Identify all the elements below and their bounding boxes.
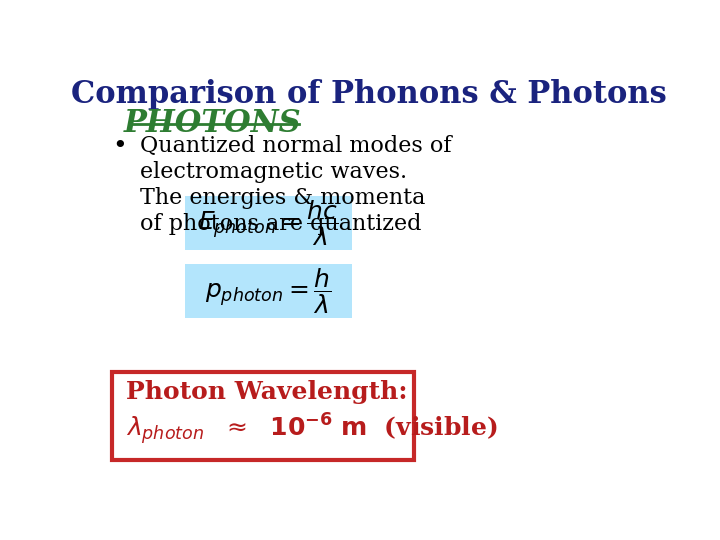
Text: Quantized normal modes of: Quantized normal modes of — [140, 136, 451, 158]
Text: electromagnetic waves.: electromagnetic waves. — [140, 161, 408, 183]
Text: Comparison of Phonons & Photons: Comparison of Phonons & Photons — [71, 79, 667, 110]
Text: The energies & momenta: The energies & momenta — [140, 187, 426, 209]
Text: Photon Wavelength:: Photon Wavelength: — [126, 380, 408, 404]
Text: •: • — [112, 136, 127, 158]
FancyBboxPatch shape — [185, 265, 352, 319]
Text: of photons are quantized: of photons are quantized — [140, 213, 422, 235]
FancyBboxPatch shape — [112, 373, 414, 460]
FancyBboxPatch shape — [185, 196, 352, 250]
Text: PHOTONS: PHOTONS — [124, 109, 302, 139]
Text: $E_{photon} = \dfrac{hc}{\lambda}$: $E_{photon} = \dfrac{hc}{\lambda}$ — [199, 198, 338, 248]
Text: $\lambda_{photon}$  $\approx$  $\mathbf{10^{-6}\ m}$  (visible): $\lambda_{photon}$ $\approx$ $\mathbf{10… — [126, 411, 498, 447]
Text: $p_{photon} = \dfrac{h}{\lambda}$: $p_{photon} = \dfrac{h}{\lambda}$ — [205, 267, 332, 316]
